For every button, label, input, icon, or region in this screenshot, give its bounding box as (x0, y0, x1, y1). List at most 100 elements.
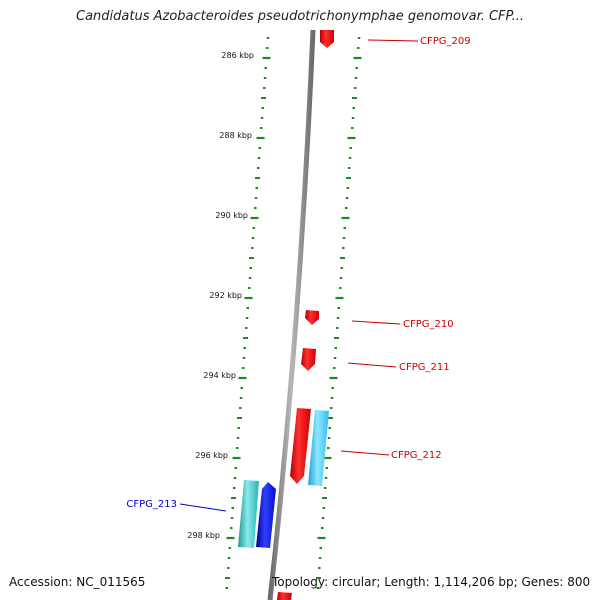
scale-tick (325, 467, 328, 469)
scale-tick (327, 437, 331, 439)
scale-tick (327, 447, 330, 449)
scale-tick (261, 97, 266, 99)
scale-tick (333, 367, 336, 369)
scale-tick (233, 477, 237, 479)
scale-tick (342, 247, 345, 249)
gene-cfpg-213[interactable] (238, 480, 276, 548)
scale-tick (266, 47, 269, 49)
scale-label: 292 kbp (209, 291, 242, 300)
scale-tick (336, 327, 339, 329)
scale-tick (345, 207, 348, 209)
scale-tick (335, 296, 344, 300)
gene-arrow-partial[interactable] (277, 592, 292, 600)
scale-tick (246, 307, 249, 309)
scale-tick (260, 127, 263, 129)
scale-ticks-right (316, 37, 362, 589)
scale-tick (348, 157, 352, 159)
scale-tick (231, 507, 234, 509)
scale-tick (354, 77, 358, 79)
scale-labels: 286 kbp 288 kbp 290 kbp 292 kbp 294 kbp … (187, 51, 254, 540)
label-line-cfpg-209 (367, 39, 419, 42)
scale-tick (257, 167, 260, 169)
scale-tick (328, 417, 333, 419)
scale-tick (256, 136, 265, 140)
scale-tick (336, 317, 340, 319)
gene-label-cfpg-209[interactable]: CFPG_209 (420, 36, 471, 47)
scale-label: 290 kbp (215, 211, 248, 220)
scale-tick (357, 47, 360, 49)
scale-tick (252, 227, 255, 229)
gene-label-cfpg-210[interactable]: CFPG_210 (403, 319, 454, 330)
scale-tick (353, 56, 362, 60)
scale-tick (323, 456, 332, 460)
gene-arrow-cfpg-213-teal[interactable] (238, 480, 259, 548)
scale-tick (249, 267, 252, 269)
scale-tick (243, 337, 248, 339)
gene-cfpg-211[interactable] (301, 348, 316, 371)
scale-tick (355, 67, 358, 69)
scale-tick (342, 237, 346, 239)
scale-tick (343, 227, 346, 229)
scale-tick (254, 197, 258, 199)
scale-tick (324, 477, 328, 479)
scale-label: 286 kbp (221, 51, 254, 60)
scale-tick (261, 107, 264, 109)
scale-tick (337, 307, 340, 309)
scale-ticks-left (225, 37, 271, 589)
scale-tick (230, 527, 233, 529)
gene-label-cfpg-211[interactable]: CFPG_211 (399, 362, 450, 373)
scale-tick (251, 247, 254, 249)
scale-tick (318, 557, 322, 559)
scale-tick (239, 397, 243, 399)
gene-cfpg-212[interactable] (290, 408, 329, 486)
scale-tick (250, 216, 259, 220)
scale-tick (228, 547, 231, 549)
gene-cfpg-209[interactable] (320, 30, 334, 48)
scale-tick (334, 347, 337, 349)
scale-tick (322, 497, 327, 499)
scale-tick (248, 277, 252, 279)
scale-tick (324, 487, 327, 489)
scale-tick (239, 407, 242, 409)
scale-tick (237, 427, 240, 429)
scale-tick (233, 487, 236, 489)
scale-tick (340, 267, 343, 269)
scale-tick (227, 567, 230, 569)
scale-tick (242, 357, 246, 359)
scale-tick (237, 417, 242, 419)
scale-tick (330, 407, 333, 409)
scale-tick (248, 287, 251, 289)
gene-arrow-cfpg-213-blue[interactable] (256, 482, 276, 548)
scale-tick (232, 456, 241, 460)
scale-tick (225, 577, 230, 579)
scale-tick (236, 447, 239, 449)
scale-label: 296 kbp (195, 451, 228, 460)
gene-cfpg-210[interactable] (305, 310, 319, 325)
label-line-cfpg-210 (351, 320, 401, 325)
gene-label-cfpg-213[interactable]: CFPG_213 (126, 499, 177, 510)
scale-tick (352, 97, 357, 99)
scale-label: 298 kbp (187, 531, 220, 540)
label-line-cfpg-211 (347, 362, 397, 368)
gene-arrow-cfpg-212-red[interactable] (290, 408, 311, 484)
map-title: Candidatus Azobacteroides pseudotrichony… (76, 9, 524, 24)
scale-tick (318, 567, 321, 569)
scale-tick (266, 37, 270, 39)
scale-tick (243, 347, 246, 349)
backbone (267, 29, 316, 600)
scale-tick (351, 117, 355, 119)
scale-tick (339, 277, 343, 279)
scale-tick (317, 536, 326, 540)
gene-arrow-cfpg-212-cyan[interactable] (308, 410, 329, 486)
gene-arrow-cfpg-210[interactable] (305, 310, 319, 325)
gene-label-cfpg-212[interactable]: CFPG_212 (391, 450, 442, 461)
scale-tick (238, 376, 247, 380)
scale-tick (264, 67, 267, 69)
scale-tick (255, 187, 258, 189)
scale-tick (234, 467, 237, 469)
gene-arrow-cfpg-209[interactable] (320, 30, 334, 48)
scale-tick (328, 427, 331, 429)
gene-arrow-cfpg-211[interactable] (301, 348, 316, 371)
scale-tick (334, 337, 339, 339)
